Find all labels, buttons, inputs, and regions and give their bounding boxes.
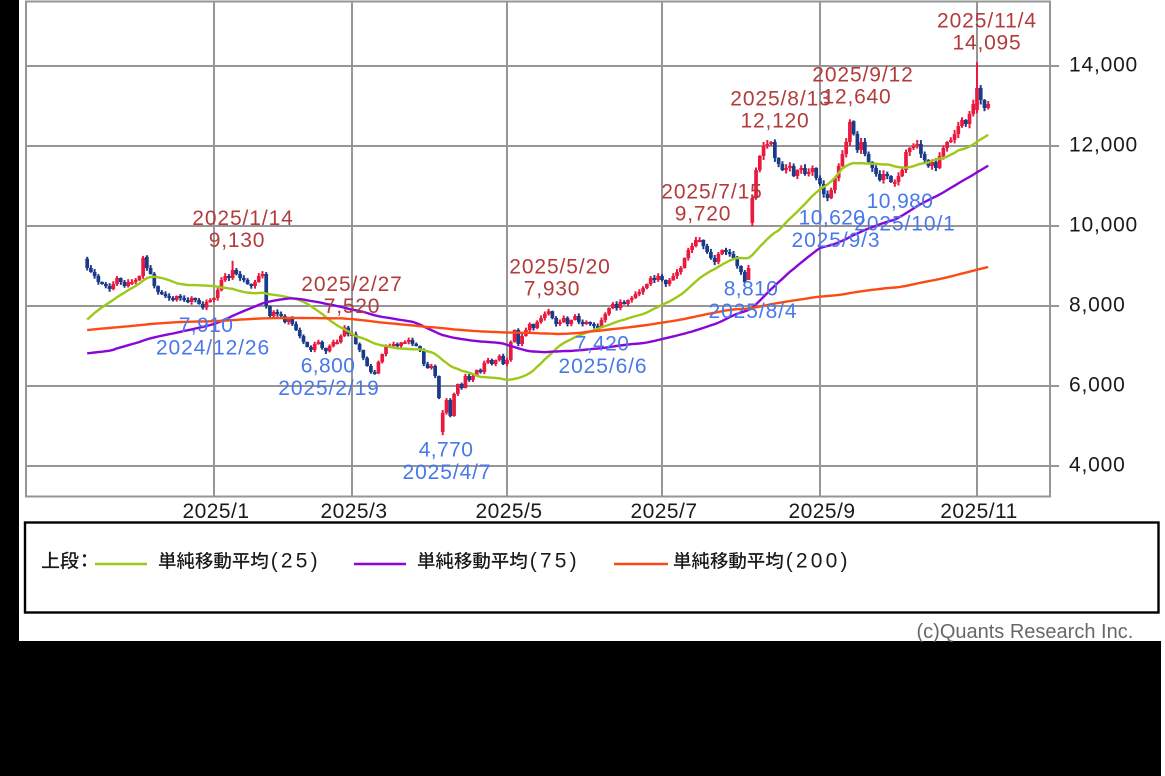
svg-text:8,810: 8,810 <box>724 278 779 301</box>
svg-text:2025/2/19: 2025/2/19 <box>278 377 380 400</box>
svg-text:4,770: 4,770 <box>419 439 474 462</box>
svg-text:6,000: 6,000 <box>1069 374 1126 397</box>
svg-text:7,520: 7,520 <box>324 295 381 318</box>
svg-text:9,720: 9,720 <box>675 203 732 226</box>
svg-text:(200): (200) <box>786 550 851 573</box>
svg-text:2025/8/4: 2025/8/4 <box>709 300 798 323</box>
svg-text:6,800: 6,800 <box>301 355 356 378</box>
svg-text:7,930: 7,930 <box>524 278 581 301</box>
svg-text:2025/10/1: 2025/10/1 <box>854 212 956 235</box>
svg-text:2025/9: 2025/9 <box>789 500 856 523</box>
svg-text:2025/8/13: 2025/8/13 <box>730 88 832 111</box>
svg-text:2025/2/27: 2025/2/27 <box>301 273 403 296</box>
svg-text:2025/7: 2025/7 <box>631 500 698 523</box>
svg-text:10,000: 10,000 <box>1069 214 1138 237</box>
svg-text:12,000: 12,000 <box>1069 134 1138 157</box>
svg-text:8,000: 8,000 <box>1069 294 1126 317</box>
svg-text:2025/11: 2025/11 <box>940 500 1018 523</box>
svg-text:2025/9/12: 2025/9/12 <box>812 64 914 87</box>
svg-text:2025/9/3: 2025/9/3 <box>792 229 881 252</box>
svg-text:12,640: 12,640 <box>822 86 891 109</box>
svg-text:9,130: 9,130 <box>209 229 266 252</box>
svg-text:2025/5/20: 2025/5/20 <box>509 256 611 279</box>
svg-text:2025/11/4: 2025/11/4 <box>937 10 1037 33</box>
svg-text:(75): (75) <box>530 550 580 573</box>
svg-text:2025/1/14: 2025/1/14 <box>192 207 294 230</box>
svg-text:2025/3: 2025/3 <box>321 500 388 523</box>
svg-text:12,120: 12,120 <box>740 110 809 133</box>
svg-text:2025/5: 2025/5 <box>476 500 543 523</box>
svg-text:14,000: 14,000 <box>1069 54 1138 77</box>
svg-text:2025/4/7: 2025/4/7 <box>403 461 492 484</box>
svg-text:10,620: 10,620 <box>799 207 866 230</box>
svg-text:(c)Quants Research Inc.: (c)Quants Research Inc. <box>917 621 1134 643</box>
svg-text:4,000: 4,000 <box>1069 454 1126 477</box>
svg-text:2025/7/15: 2025/7/15 <box>661 181 763 204</box>
svg-text:7,910: 7,910 <box>179 314 234 337</box>
svg-text:2025/1: 2025/1 <box>183 500 250 523</box>
svg-text:(25): (25) <box>271 550 321 573</box>
svg-text:2024/12/26: 2024/12/26 <box>156 336 270 359</box>
svg-text:7,420: 7,420 <box>575 333 630 356</box>
svg-text:10,980: 10,980 <box>867 190 934 213</box>
svg-text:14,095: 14,095 <box>952 32 1021 55</box>
svg-text:2025/6/6: 2025/6/6 <box>559 355 648 378</box>
